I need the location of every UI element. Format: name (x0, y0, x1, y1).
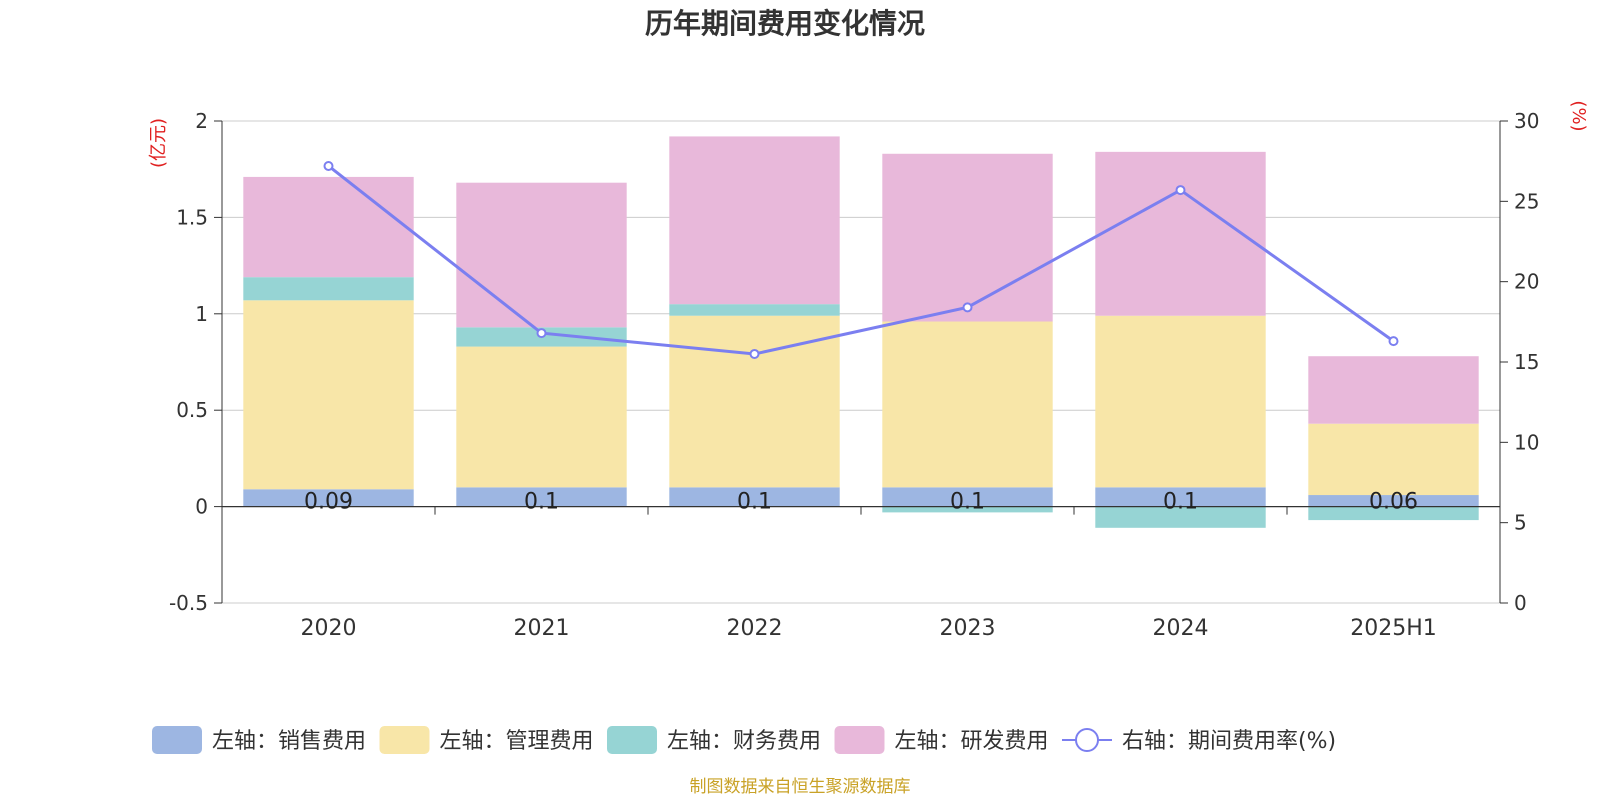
right-axis-tick-label: 10 (1514, 430, 1539, 454)
right-axis-tick-label: 5 (1514, 511, 1527, 535)
bar-segment (882, 321, 1053, 488)
rate-line-path (327, 164, 1395, 356)
bar-segment (1308, 506, 1479, 521)
left-axis-tick-label: -0.5 (169, 591, 208, 615)
bar-segment (456, 182, 627, 328)
legend-swatch (607, 726, 657, 754)
bar-segment (882, 153, 1053, 322)
bar-segment (882, 487, 1053, 507)
bar-segment (882, 506, 1053, 513)
bar-segment (1095, 506, 1266, 528)
bar-segment (1095, 315, 1266, 488)
bar-segment (1095, 151, 1266, 316)
bar-value-label: 0.1 (524, 490, 559, 515)
bar-value-label: 0.1 (737, 490, 772, 515)
left-axis-unit: (亿元) (148, 118, 169, 168)
legend: 左轴：销售费用 左轴：管理费用 左轴：财务费用 左轴：研发费用 右轴：期间费用率(%) (152, 726, 1336, 754)
bar-segment (456, 346, 627, 488)
bar-segment (1095, 487, 1266, 507)
bar-value-label: 0.1 (1163, 490, 1198, 515)
bar-segment (1308, 356, 1479, 424)
rate-point (1388, 336, 1399, 347)
legend-swatch (379, 726, 430, 754)
bar-value-label: 0.1 (950, 490, 985, 515)
bar-segment (669, 487, 840, 507)
x-axis-label: 2024 (1153, 616, 1209, 641)
bar-segment (1308, 495, 1479, 507)
bar-segment (669, 136, 840, 305)
bar-value-label: 0.09 (304, 490, 353, 515)
right-axis-tick-label: 20 (1514, 270, 1539, 294)
right-axis-tick-label: 15 (1514, 350, 1539, 374)
bar-segment (669, 315, 840, 488)
legend-swatch (834, 726, 885, 754)
rate-point (323, 160, 334, 171)
x-axis-label: 2025H1 (1350, 616, 1437, 641)
bar-segment (243, 176, 414, 278)
legend-label: 左轴：销售费用 (212, 729, 366, 754)
rate-point (962, 302, 973, 313)
left-axis-tick-label: 0 (195, 495, 208, 519)
data-labels: 0.09 0.1 0.1 0.1 0.1 0.06 (304, 490, 1418, 515)
left-axis-tick-label: 0.5 (176, 398, 208, 422)
bar-segment (456, 487, 627, 507)
legend-label: 左轴：研发费用 (895, 729, 1049, 754)
right-axis-unit: (%) (1568, 100, 1589, 131)
left-axis-tick-label: 1 (195, 302, 208, 326)
rate-point (1175, 185, 1186, 196)
x-axis-label: 2023 (940, 616, 996, 641)
grid-lines (222, 120, 1500, 604)
legend-marker (1075, 728, 1099, 752)
right-axis-tick-label: 0 (1514, 591, 1527, 615)
bar-value-label: 0.06 (1369, 490, 1418, 515)
x-axis-label: 2022 (727, 616, 783, 641)
chart-title: 历年期间费用变化情况 (645, 7, 925, 40)
bars (243, 136, 1479, 528)
bar-segment (669, 304, 840, 316)
source-note: 制图数据来自恒生聚源数据库 (690, 777, 911, 797)
rate-point (536, 328, 547, 339)
rate-point (749, 348, 760, 359)
left-axis-tick-label: 2 (195, 109, 208, 133)
right-axis-tick-label: 25 (1514, 189, 1539, 213)
bar-segment (1308, 423, 1479, 496)
right-axis-tick-label: 30 (1514, 109, 1539, 133)
expense-rate-line (323, 160, 1399, 359)
legend-label: 左轴：管理费用 (440, 729, 594, 754)
legend-label: 右轴：期间费用率(%) (1122, 729, 1336, 754)
legend-swatch (152, 726, 202, 754)
bar-segment (243, 277, 414, 301)
left-axis-tick-label: 1.5 (176, 205, 208, 229)
bar-segment (243, 489, 414, 507)
x-axis-label: 2020 (301, 616, 357, 641)
x-axis-label: 2021 (514, 616, 570, 641)
legend-label: 左轴：财务费用 (667, 729, 821, 754)
bar-segment (243, 300, 414, 490)
